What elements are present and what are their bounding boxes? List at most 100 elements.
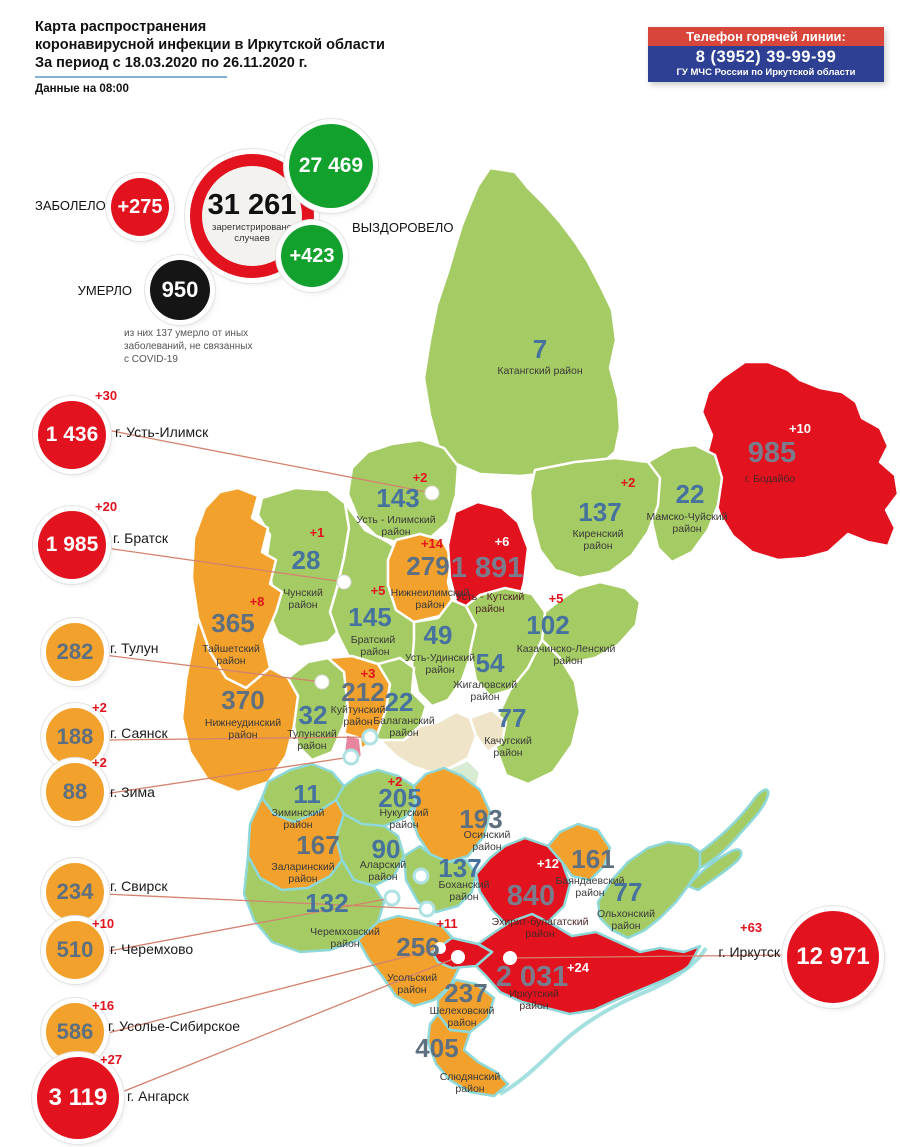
region-usolsky-name2: район xyxy=(397,984,426,996)
city-dots xyxy=(314,485,517,965)
region-bratsky-name1: Братский xyxy=(351,634,396,646)
region-tulunsky-name2: район xyxy=(297,740,326,752)
region-ziminsky-name1: Зиминский xyxy=(272,807,325,819)
city-cheremkhovo-label: г. Черемхово xyxy=(110,941,194,957)
region-osinsky-name1: Осинский xyxy=(464,829,511,841)
leader-lines xyxy=(103,429,787,1093)
region-ust-udinsky-name2: район xyxy=(425,664,454,676)
region-usolsky-delta: +11 xyxy=(436,916,457,931)
hotline-phone: 8 (3952) 39-99-99 xyxy=(695,48,837,66)
city-angarsk-delta: +27 xyxy=(100,1052,123,1067)
region-kazachinsko-lensky-delta: +5 xyxy=(549,591,564,606)
region-bratsky-name2: район xyxy=(360,646,389,658)
region-bokhansky-name2: район xyxy=(449,891,478,903)
region-shelekhovsky-value: 237 xyxy=(444,978,487,1008)
region-mamsko-chuysky-name1: Мамско-Чуйский xyxy=(647,511,728,523)
city-zima-label: г. Зима xyxy=(110,784,155,800)
infected-delta: +275 xyxy=(117,195,163,218)
region-alarsky-value: 90 xyxy=(372,834,401,864)
region-alarsky-name1: Аларский xyxy=(360,859,407,871)
recovered-value: 27 469 xyxy=(298,154,364,177)
region-katangsky-name: Катангский район xyxy=(497,365,583,377)
region-kachugsky-name1: Качугский xyxy=(484,735,532,747)
region-kirensky-value: 137 xyxy=(578,497,621,527)
dot-bratsk xyxy=(336,574,352,590)
city-cheremkhovo-delta: +10 xyxy=(92,916,115,931)
region-kirensky-delta: +2 xyxy=(621,475,636,490)
region-zhigalovsky-value: 54 xyxy=(476,648,505,678)
region-taishetsky-shape xyxy=(190,486,284,690)
region-kachugsky-shape xyxy=(494,638,582,786)
page-title: Карта распространения коронавирусной инф… xyxy=(35,19,385,71)
city-cheremkhovo-value: 510 xyxy=(56,937,94,962)
city-bratsk-label: г. Братск xyxy=(113,530,169,546)
total-cases-caption: зарегистрировано случаев xyxy=(212,221,292,244)
region-taishetsky-delta: +8 xyxy=(250,594,265,609)
region-balagansky-name2: район xyxy=(389,727,418,739)
region-ust-udinsky-name1: Усть-Удинский xyxy=(405,652,475,664)
city-tulun-label: г. Тулун xyxy=(110,640,159,656)
region-shelekhovsky-name2: район xyxy=(447,1017,476,1029)
baikal-shore-arm-1 xyxy=(698,788,770,870)
region-bodaibo-shape xyxy=(700,360,900,562)
dot-zima xyxy=(342,748,360,766)
region-nizhneilimsky-value: 279 xyxy=(406,551,449,581)
data-time: Данные на 08:00 xyxy=(35,83,129,95)
region-osinsky-shape xyxy=(410,766,492,864)
region-bokhansky-name1: Боханский xyxy=(439,879,490,891)
region-shelekhovsky-name1: Шелеховский xyxy=(430,1005,495,1017)
region-nukutsky-delta: +2 xyxy=(388,774,403,789)
region-ust-udinsky-shape xyxy=(410,598,478,708)
hotline-box: Телефон горячей линии: 8 (3952) 39-99-99… xyxy=(648,27,884,82)
region-olkhonsky-name1: Ольхонский xyxy=(597,908,655,920)
region-ust-ilimsky-name1: Усть - Илимский xyxy=(356,514,435,526)
region-ust-kutsky-name2: район xyxy=(475,603,504,615)
city-irkutsk-label: г. Иркутск xyxy=(718,944,780,960)
region-taishetsky-name1: Тайшетский xyxy=(202,643,260,655)
region-ekhirit-value: 840 xyxy=(507,880,555,912)
region-balagansky-value: 22 xyxy=(385,687,414,717)
region-kazachinsko-lensky-name1: Казачинско-Ленский xyxy=(517,643,616,655)
city-sayansk-value: 188 xyxy=(56,724,94,749)
region-usolsky-name1: Усольский xyxy=(387,972,437,984)
city-ust-ilimsk-label: г. Усть-Илимск xyxy=(115,424,209,440)
region-bayandaevsky-name1: Баяндаевский xyxy=(555,875,624,887)
region-kuitunsky-delta: +3 xyxy=(361,666,376,681)
region-ust-ilimsky-name2: район xyxy=(381,526,410,538)
region-ekhirit-name2: район xyxy=(525,928,554,940)
recovered-circle: 27 469 xyxy=(289,124,373,208)
region-ust-kutsky-value: 1 891 xyxy=(451,552,524,584)
region-ziminsky-name2: район xyxy=(283,819,312,831)
region-alarsky-shape xyxy=(334,812,406,888)
city-circle-ust-ilimsk: 1 436 xyxy=(38,401,106,469)
city-circle-angarsk: 3 119 xyxy=(37,1057,119,1139)
region-nizhneilimsky-name1: Нижнеилимский xyxy=(391,587,470,599)
city-svirsk-label: г. Свирск xyxy=(110,878,168,894)
region-usolsky-value: 256 xyxy=(396,932,439,962)
region-bodaibo-delta: +10 xyxy=(789,421,811,436)
city-angarsk-label: г. Ангарск xyxy=(127,1088,189,1104)
region-kirensky-name1: Киренский xyxy=(572,528,623,540)
region-slyudyansky-name2: район xyxy=(455,1083,484,1095)
city-irkutsk-delta: +63 xyxy=(740,920,763,935)
city-bratsk-delta: +20 xyxy=(95,499,118,514)
region-kazachinsko-lensky-name2: район xyxy=(553,655,582,667)
region-nukutsky-name1: Нукутский xyxy=(379,807,428,819)
infected-delta-circle: +275 xyxy=(111,178,169,236)
city-svirsk-value: 234 xyxy=(56,879,94,904)
region-ust-ilimsky-delta: +2 xyxy=(413,470,428,485)
died-note: из них 137 умерло от иных заболеваний, н… xyxy=(124,328,253,365)
city-circle-svirsk: 234 xyxy=(46,863,104,921)
region-zhigalovsky-name1: Жигаловский xyxy=(453,679,517,691)
region-osinsky-name2: район xyxy=(472,841,501,853)
region-bodaibo-value: 985 xyxy=(748,437,796,469)
dot-angarsk xyxy=(451,950,465,964)
dot-sayansk xyxy=(361,728,379,746)
hotline-label: Телефон горячей линии: xyxy=(648,27,884,46)
region-mamsko-chuysky-name2: район xyxy=(672,523,701,535)
region-ust-ilimsky-shape xyxy=(346,438,460,546)
city-circle-bratsk: 1 985 xyxy=(38,511,106,579)
infected-label: ЗАБОЛЕЛО xyxy=(35,198,106,213)
